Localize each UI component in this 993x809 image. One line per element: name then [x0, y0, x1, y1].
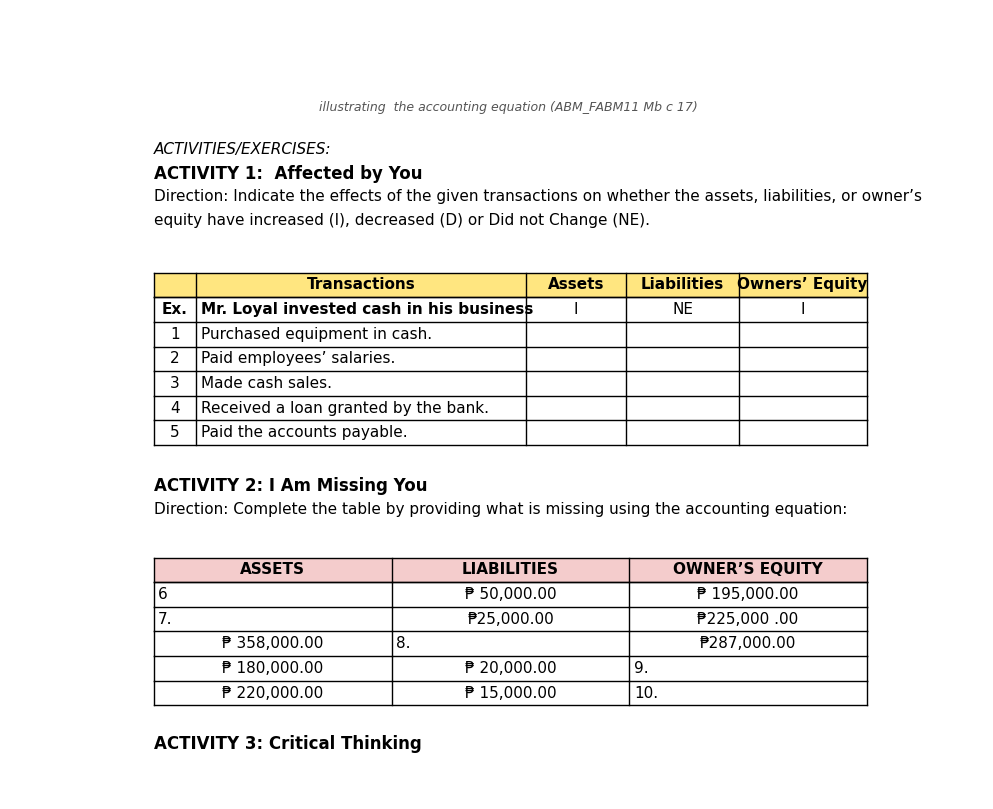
Text: 3: 3	[170, 376, 180, 391]
Text: ₱ 195,000.00: ₱ 195,000.00	[697, 587, 798, 602]
Text: 10.: 10.	[635, 685, 658, 701]
Text: Received a loan granted by the bank.: Received a loan granted by the bank.	[201, 400, 489, 416]
Text: ₱ 50,000.00: ₱ 50,000.00	[465, 587, 556, 602]
Text: ₱ 180,000.00: ₱ 180,000.00	[221, 661, 323, 676]
Text: 4: 4	[170, 400, 180, 416]
Text: 5: 5	[170, 426, 180, 440]
Text: Paid the accounts payable.: Paid the accounts payable.	[201, 426, 407, 440]
Text: ACTIVITY 2: I Am Missing You: ACTIVITY 2: I Am Missing You	[154, 477, 427, 495]
Text: illustrating  the accounting equation (ABM_FABM11 Mb c 17): illustrating the accounting equation (AB…	[319, 101, 698, 114]
Text: ASSETS: ASSETS	[240, 562, 305, 578]
Text: ₱ 15,000.00: ₱ 15,000.00	[465, 685, 556, 701]
Text: ACTIVITIES/EXERCISES:: ACTIVITIES/EXERCISES:	[154, 142, 331, 157]
Text: 9.: 9.	[635, 661, 648, 676]
Text: Made cash sales.: Made cash sales.	[201, 376, 332, 391]
Text: Paid employees’ salaries.: Paid employees’ salaries.	[201, 351, 395, 366]
Text: 7.: 7.	[158, 612, 173, 627]
Text: NE: NE	[672, 302, 693, 317]
Text: Assets: Assets	[548, 277, 604, 293]
Text: I: I	[800, 302, 805, 317]
Text: 8.: 8.	[396, 637, 411, 651]
Text: Liabilities: Liabilities	[640, 277, 724, 293]
Bar	[154, 557, 867, 582]
Text: ACTIVITY 3: Critical Thinking: ACTIVITY 3: Critical Thinking	[154, 735, 421, 752]
Text: ₱25,000.00: ₱25,000.00	[467, 612, 554, 627]
Text: ACTIVITY 1:  Affected by You: ACTIVITY 1: Affected by You	[154, 165, 422, 183]
Text: 1: 1	[170, 327, 180, 341]
Text: ₱225,000 .00: ₱225,000 .00	[697, 612, 798, 627]
Text: Ex.: Ex.	[162, 302, 188, 317]
Text: Mr. Loyal invested cash in his business: Mr. Loyal invested cash in his business	[201, 302, 533, 317]
Text: LIABILITIES: LIABILITIES	[462, 562, 559, 578]
Text: ₱ 358,000.00: ₱ 358,000.00	[221, 637, 324, 651]
Text: Direction: Indicate the effects of the given transactions on whether the assets,: Direction: Indicate the effects of the g…	[154, 189, 922, 205]
Text: 6: 6	[158, 587, 168, 602]
Text: equity have increased (I), decreased (D) or Did not Change (NE).: equity have increased (I), decreased (D)…	[154, 213, 649, 227]
Text: Direction: Complete the table by providing what is missing using the accounting : Direction: Complete the table by providi…	[154, 502, 847, 517]
Text: OWNER’S EQUITY: OWNER’S EQUITY	[673, 562, 823, 578]
Bar	[154, 273, 867, 297]
Text: I: I	[574, 302, 578, 317]
Text: 2: 2	[170, 351, 180, 366]
Text: ₱ 220,000.00: ₱ 220,000.00	[221, 685, 323, 701]
Text: ₱287,000.00: ₱287,000.00	[700, 637, 796, 651]
Text: ₱ 20,000.00: ₱ 20,000.00	[465, 661, 556, 676]
Text: Purchased equipment in cash.: Purchased equipment in cash.	[201, 327, 432, 341]
Text: Owners’ Equity: Owners’ Equity	[738, 277, 868, 293]
Text: Transactions: Transactions	[307, 277, 415, 293]
